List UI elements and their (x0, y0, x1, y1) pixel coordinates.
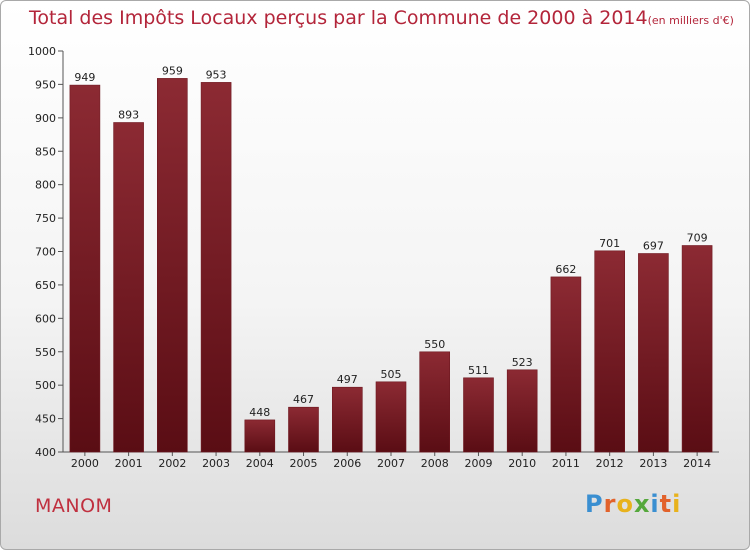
bar-2012 (594, 250, 626, 453)
x-tick-label-2014: 2014 (683, 457, 711, 470)
bar-2007 (375, 381, 407, 453)
logo-letter: x (633, 490, 651, 518)
y-tick-label: 800 (35, 179, 56, 192)
bar-2000 (69, 84, 101, 453)
y-tick-label: 700 (35, 246, 56, 259)
x-tick-label-2011: 2011 (552, 457, 580, 470)
bar-2002 (157, 78, 188, 453)
x-tick-label-2000: 2000 (71, 457, 99, 470)
x-tick-label-2012: 2012 (596, 457, 624, 470)
chart-title-text: Total des Impôts Locaux perçus par la Co… (29, 7, 648, 29)
chart-title: Total des Impôts Locaux perçus par la Co… (29, 7, 734, 29)
value-label-2004: 448 (249, 406, 270, 419)
y-tick-label: 1000 (28, 45, 56, 58)
bar-2011 (550, 276, 582, 453)
bar-2013 (638, 253, 669, 453)
logo-letter: i (650, 490, 660, 518)
x-tick-label-2009: 2009 (464, 457, 492, 470)
proxiti-logo: Proxiti (585, 490, 681, 518)
y-tick-label: 950 (35, 78, 56, 91)
bar-2010 (506, 369, 538, 453)
logo-letter: o (616, 490, 634, 518)
x-tick-label-2010: 2010 (508, 457, 536, 470)
bar-2006 (331, 386, 363, 453)
chart-labels: 949 893 959 953 448 467 497 505 550 511 523 662 701 6… (74, 64, 707, 419)
value-label-2008: 550 (424, 338, 445, 351)
value-label-2009: 511 (468, 364, 489, 377)
x-tick-label-2013: 2013 (639, 457, 667, 470)
y-tick-label: 600 (35, 312, 56, 325)
y-tick-label: 750 (35, 212, 56, 225)
value-label-2012: 701 (599, 237, 620, 250)
bar-2003 (200, 82, 232, 453)
logo-letter: i (672, 490, 682, 518)
x-tick-label-2008: 2008 (421, 457, 449, 470)
bar-2014 (681, 245, 713, 453)
bar-2004 (244, 419, 276, 453)
value-label-2011: 662 (555, 263, 576, 276)
chart-title-unit: (en milliers d'€) (647, 14, 734, 27)
value-label-2014: 709 (687, 231, 708, 244)
value-label-2003: 953 (206, 68, 227, 81)
x-tick-label-2001: 2001 (115, 457, 143, 470)
y-tick-label: 400 (35, 446, 56, 459)
y-tick-label: 650 (35, 279, 56, 292)
x-tick-label-2005: 2005 (290, 457, 318, 470)
value-label-2010: 523 (512, 356, 533, 369)
value-label-2005: 467 (293, 393, 314, 406)
logo-letter: P (585, 490, 604, 518)
value-label-2002: 959 (162, 64, 183, 77)
y-tick-label: 550 (35, 346, 56, 359)
x-tick-label-2006: 2006 (333, 457, 361, 470)
commune-name: MANOM (35, 495, 113, 517)
y-tick-label: 500 (35, 379, 56, 392)
bar-2008 (419, 351, 451, 453)
chart-bars (69, 78, 713, 453)
bar-2005 (288, 406, 319, 453)
logo-letter: r (603, 490, 617, 518)
y-tick-label: 900 (35, 112, 56, 125)
x-tick-label-2004: 2004 (246, 457, 274, 470)
value-label-2001: 893 (118, 109, 139, 122)
value-label-2013: 697 (643, 240, 664, 253)
y-tick-label: 450 (35, 413, 56, 426)
bar-2001 (113, 122, 144, 453)
value-label-2000: 949 (74, 71, 95, 84)
x-tick-label-2002: 2002 (158, 457, 186, 470)
x-tick-label-2007: 2007 (377, 457, 405, 470)
value-label-2006: 497 (337, 373, 358, 386)
y-tick-label: 850 (35, 145, 56, 158)
value-label-2007: 505 (381, 368, 402, 381)
bar-2009 (463, 377, 494, 453)
logo-letter: t (659, 490, 673, 518)
x-tick-label-2003: 2003 (202, 457, 230, 470)
